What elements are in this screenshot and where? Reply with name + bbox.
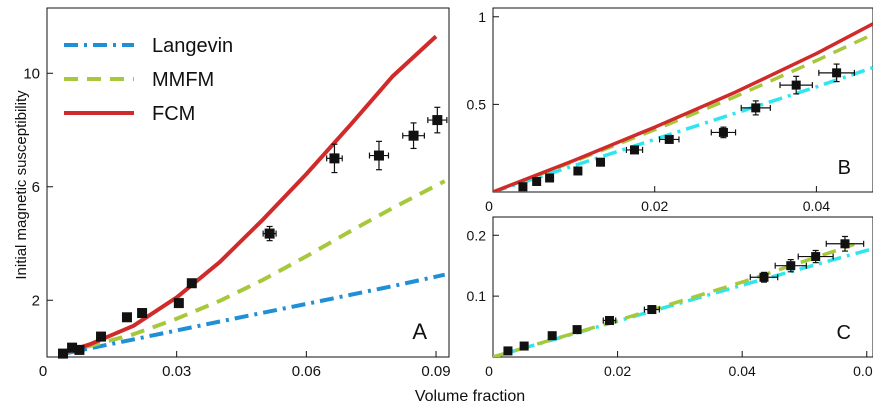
series-line-langevin-b (493, 65, 873, 192)
data-point-b (545, 173, 555, 183)
data-point-a (57, 348, 68, 359)
data-point-b (629, 145, 639, 155)
x-tick-label-a: 0.09 (421, 363, 450, 380)
data-point-a (373, 150, 384, 161)
origin-label-c: 0 (485, 363, 493, 379)
data-point-c (604, 315, 614, 325)
data-point-c (840, 239, 850, 249)
data-point-b (718, 127, 728, 137)
data-point-c (786, 261, 796, 271)
data-point-b (791, 80, 801, 90)
series-line-mmfm-a (63, 179, 446, 355)
data-point-b (596, 157, 606, 167)
data-point-a (264, 228, 275, 239)
y-tick-label-b: 0.5 (467, 96, 487, 112)
panel-b: 0.02 0.04 0.5 1 0 B (467, 7, 873, 214)
y-tick-label-c: 0.1 (467, 288, 487, 304)
x-tick-label-c: 0.02 (604, 363, 631, 379)
x-axis-title: Volume fraction (415, 388, 525, 405)
y-tick-label-a: 10 (23, 65, 40, 82)
data-point-b (518, 182, 528, 192)
x-tick-label-a: 0.06 (292, 363, 321, 380)
data-point-a (74, 344, 85, 355)
data-point-c (811, 252, 821, 262)
y-tick-label-c: 0.2 (467, 227, 487, 243)
data-point-b (832, 68, 842, 78)
y-axis-title: Initial magnetic susceptibility (13, 90, 30, 280)
origin-label-a: 0 (39, 363, 47, 380)
data-point-c (547, 331, 557, 341)
data-point-c (647, 305, 657, 315)
data-point-a (121, 312, 132, 323)
data-point-b (532, 176, 542, 186)
data-point-c (503, 346, 513, 356)
data-point-a (173, 298, 184, 309)
x-tick-label-a: 0.03 (162, 363, 191, 380)
data-point-c (759, 272, 769, 282)
plot-frame-c (492, 216, 873, 358)
x-tick-label-b: 0.02 (641, 198, 668, 214)
legend: Langevin MMFM FCM (64, 35, 233, 125)
x-tick-label-b: 0.04 (803, 198, 830, 214)
data-point-a (186, 278, 197, 289)
x-tick-label-c: 0.06 (853, 363, 873, 379)
x-tick-label-c: 0.04 (729, 363, 756, 379)
panel-a: 0.03 0.06 0.09 2 6 10 0 A (23, 7, 451, 380)
data-point-b (751, 103, 761, 113)
series-line-fcm-b (493, 22, 873, 192)
data-point-a (96, 331, 107, 342)
y-tick-label-a: 6 (32, 179, 40, 196)
panel-label-a: A (412, 319, 427, 344)
data-point-a (432, 115, 443, 126)
data-point-b (573, 166, 583, 176)
series-line-langevin-a (63, 272, 446, 356)
plot-frame-a (46, 7, 450, 358)
panel-c: 0.02 0.04 0.06 0.1 0.2 0 C (467, 216, 873, 379)
panel-label-b: B (838, 157, 851, 179)
plot-frame-b (492, 7, 873, 193)
data-point-c (572, 325, 582, 335)
y-tick-label-b: 1 (478, 9, 486, 25)
legend-label-langevin: Langevin (152, 35, 233, 57)
legend-label-fcm: FCM (152, 103, 195, 125)
data-point-c (519, 341, 529, 351)
data-point-a (329, 153, 340, 164)
panel-label-c: C (837, 322, 851, 344)
data-point-b (664, 134, 674, 144)
series-line-mmfm-c (493, 242, 855, 357)
legend-label-mmfm: MMFM (152, 69, 214, 91)
data-point-a (137, 308, 148, 319)
y-tick-label-a: 2 (32, 292, 40, 309)
data-point-a (67, 342, 78, 353)
series-line-fcm-a (63, 34, 438, 355)
origin-label-b: 0 (485, 198, 493, 214)
data-point-a (408, 130, 419, 141)
